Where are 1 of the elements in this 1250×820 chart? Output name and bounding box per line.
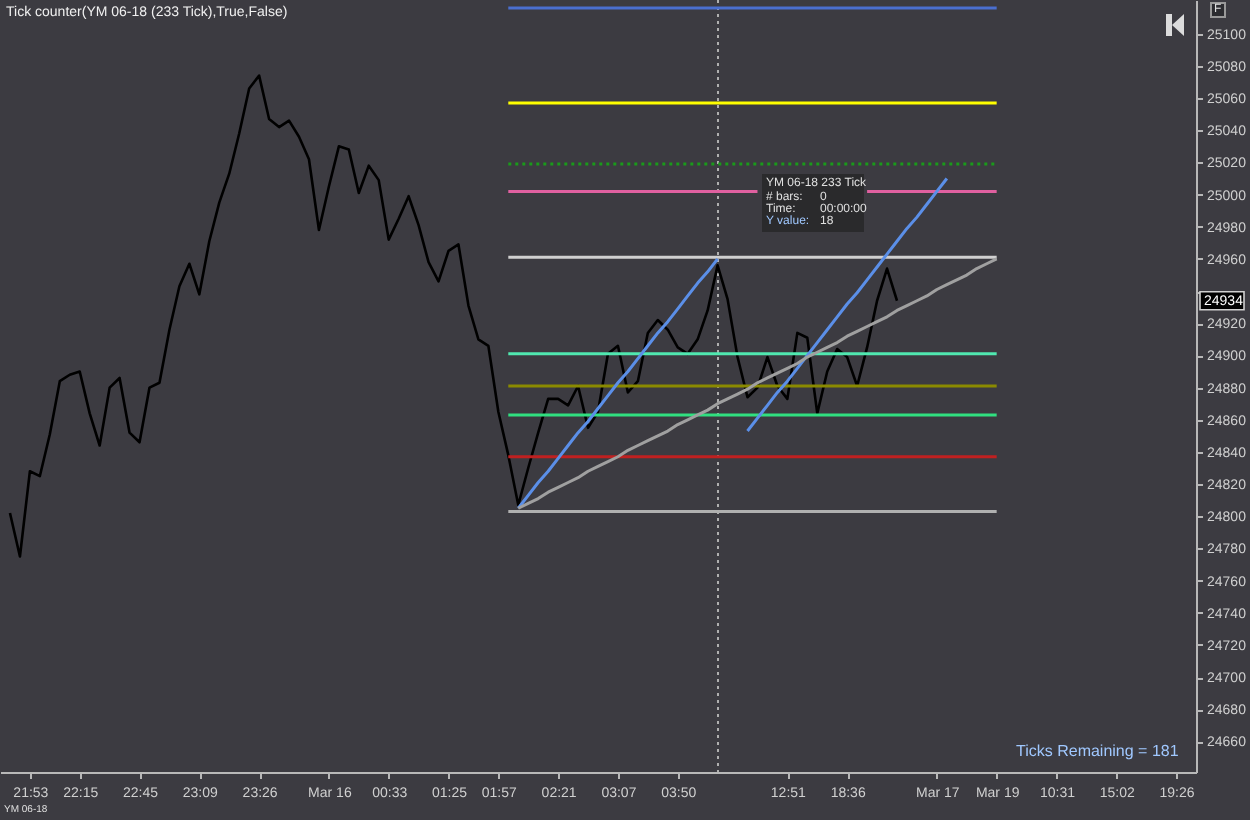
annotation: Ticks Remaining = 181 (1016, 742, 1179, 760)
